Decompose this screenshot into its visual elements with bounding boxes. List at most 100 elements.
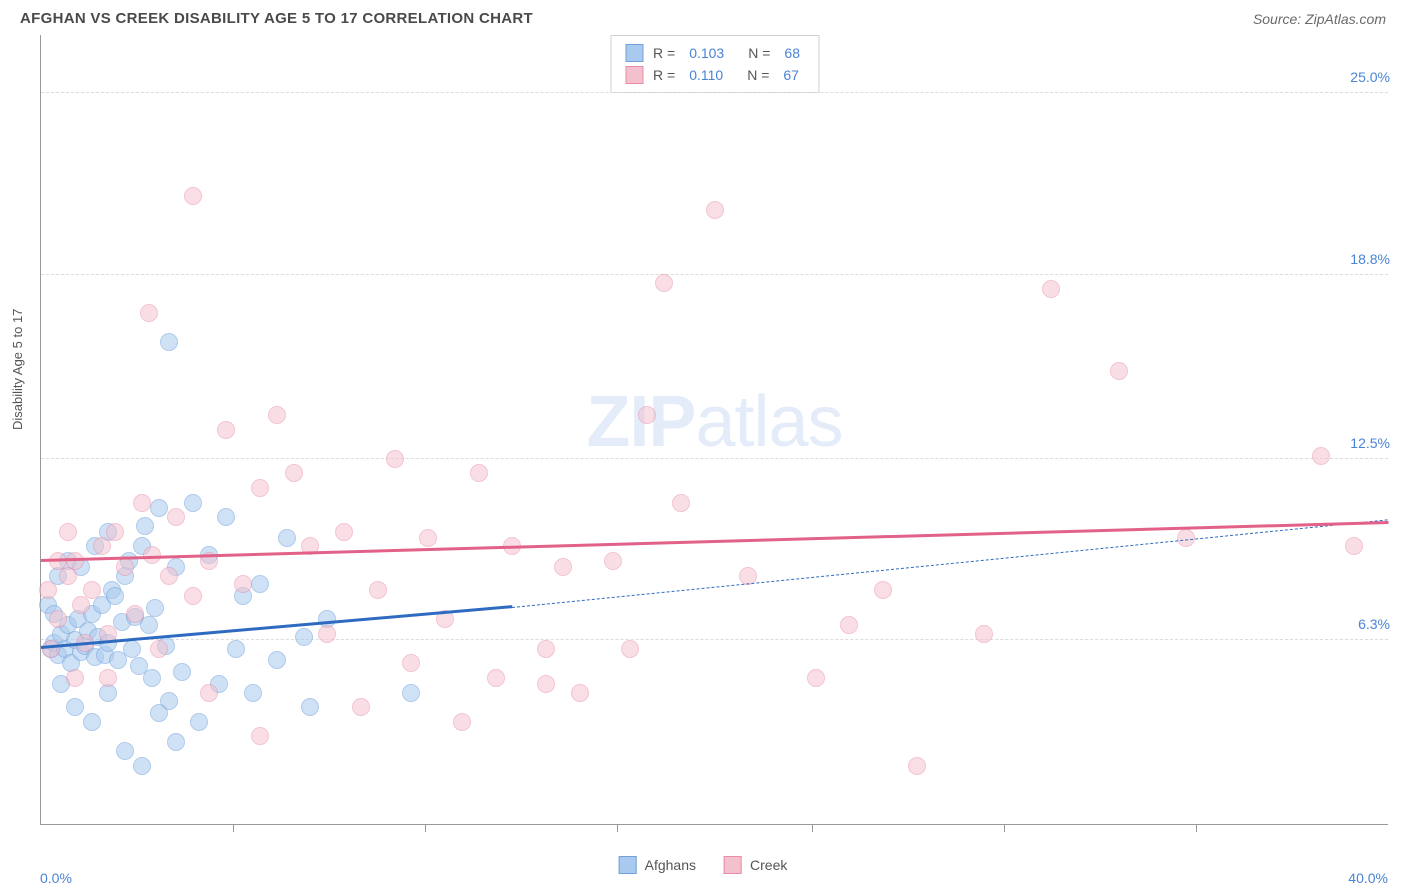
scatter-point — [251, 727, 269, 745]
correlation-legend: R = 0.103 N = 68 R = 0.110 N = 67 — [610, 35, 819, 93]
x-tick — [233, 824, 234, 832]
scatter-point — [301, 698, 319, 716]
gridline — [41, 639, 1388, 640]
gridline — [41, 458, 1388, 459]
scatter-point — [470, 464, 488, 482]
scatter-point — [706, 201, 724, 219]
legend-n-value: 68 — [780, 45, 804, 61]
scatter-point — [453, 713, 471, 731]
x-tick — [617, 824, 618, 832]
scatter-point — [554, 558, 572, 576]
legend-swatch — [724, 856, 742, 874]
watermark: ZIPatlas — [586, 380, 842, 462]
scatter-point — [49, 610, 67, 628]
scatter-point — [66, 552, 84, 570]
scatter-point — [251, 479, 269, 497]
y-tick-label: 12.5% — [1348, 435, 1392, 451]
scatter-point — [655, 274, 673, 292]
scatter-point — [184, 587, 202, 605]
legend-item: Afghans — [619, 856, 696, 874]
scatter-point — [402, 684, 420, 702]
scatter-point — [975, 625, 993, 643]
scatter-point — [537, 675, 555, 693]
scatter-point — [146, 599, 164, 617]
scatter-point — [42, 640, 60, 658]
scatter-point — [537, 640, 555, 658]
scatter-point — [604, 552, 622, 570]
scatter-point — [184, 494, 202, 512]
scatter-point — [487, 669, 505, 687]
scatter-point — [217, 421, 235, 439]
x-tick — [1196, 824, 1197, 832]
scatter-point — [167, 733, 185, 751]
scatter-point — [234, 575, 252, 593]
scatter-point — [369, 581, 387, 599]
scatter-point — [200, 684, 218, 702]
legend-item: Creek — [724, 856, 787, 874]
scatter-point — [419, 529, 437, 547]
scatter-point — [150, 704, 168, 722]
scatter-point — [268, 651, 286, 669]
scatter-point — [140, 304, 158, 322]
y-tick-label: 18.8% — [1348, 251, 1392, 267]
scatter-point — [621, 640, 639, 658]
y-tick-label: 6.3% — [1356, 616, 1392, 632]
scatter-point — [402, 654, 420, 672]
scatter-point — [59, 523, 77, 541]
scatter-point — [874, 581, 892, 599]
scatter-point — [106, 523, 124, 541]
scatter-point — [143, 669, 161, 687]
scatter-point — [83, 581, 101, 599]
scatter-point — [840, 616, 858, 634]
legend-label: Creek — [750, 857, 787, 873]
scatter-point — [285, 464, 303, 482]
scatter-point — [268, 406, 286, 424]
scatter-point — [244, 684, 262, 702]
scatter-point — [190, 713, 208, 731]
scatter-chart: ZIPatlas R =0.103N =68R =0.110N =67 6.3%… — [40, 35, 1388, 825]
scatter-point — [123, 640, 141, 658]
legend-n-label: N = — [748, 45, 770, 61]
gridline — [41, 92, 1388, 93]
x-axis-max-label: 40.0% — [1348, 870, 1388, 886]
scatter-point — [352, 698, 370, 716]
scatter-point — [150, 640, 168, 658]
x-axis-min-label: 0.0% — [40, 870, 72, 886]
scatter-point — [83, 713, 101, 731]
legend-row: R = 0.103 N = 68 — [625, 42, 804, 64]
scatter-point — [251, 575, 269, 593]
scatter-point — [116, 742, 134, 760]
legend-n-label: N = — [747, 67, 769, 83]
scatter-point — [66, 669, 84, 687]
scatter-point — [278, 529, 296, 547]
legend-r-label: R = — [653, 67, 675, 83]
scatter-point — [908, 757, 926, 775]
legend-swatch — [625, 66, 643, 84]
gridline — [41, 274, 1388, 275]
scatter-point — [638, 406, 656, 424]
scatter-point — [184, 187, 202, 205]
scatter-point — [160, 333, 178, 351]
source-attribution: Source: ZipAtlas.com — [1253, 11, 1386, 27]
scatter-point — [1110, 362, 1128, 380]
legend-r-value: 0.103 — [685, 45, 728, 61]
legend-swatch — [625, 44, 643, 62]
legend-row: R = 0.110 N = 67 — [625, 64, 804, 86]
y-tick-label: 25.0% — [1348, 69, 1392, 85]
scatter-point — [136, 517, 154, 535]
scatter-point — [133, 757, 151, 775]
chart-title: AFGHAN VS CREEK DISABILITY AGE 5 TO 17 C… — [20, 10, 533, 27]
scatter-point — [1177, 529, 1195, 547]
legend-n-value: 67 — [779, 67, 803, 83]
scatter-point — [133, 494, 151, 512]
scatter-point — [217, 508, 235, 526]
x-tick — [425, 824, 426, 832]
legend-r-value: 0.110 — [685, 67, 727, 83]
scatter-point — [93, 537, 111, 555]
legend-label: Afghans — [645, 857, 696, 873]
legend-r-label: R = — [653, 45, 675, 61]
scatter-point — [807, 669, 825, 687]
scatter-point — [173, 663, 191, 681]
scatter-point — [106, 587, 124, 605]
scatter-point — [571, 684, 589, 702]
